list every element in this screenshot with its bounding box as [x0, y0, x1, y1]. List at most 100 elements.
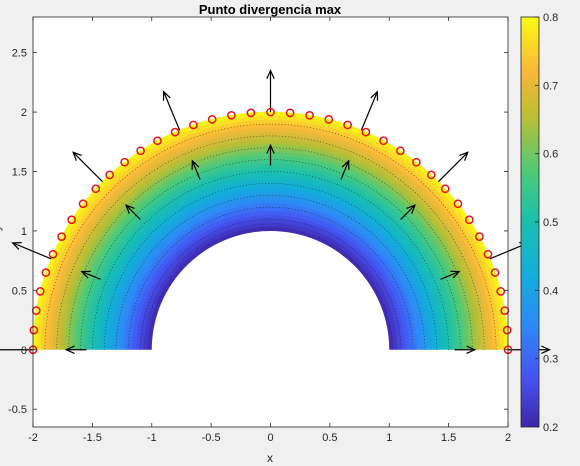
boundary-marker — [475, 232, 484, 241]
vector-arrowhead — [80, 270, 91, 279]
y-axis: -0.5 0 0.5 1 1.5 2 2.5 — [8, 48, 508, 416]
boundary-marker — [483, 249, 493, 259]
vector-arrowhead — [162, 90, 171, 101]
boundary-marker — [91, 184, 101, 194]
vector-arrowhead — [266, 69, 275, 79]
boundary-marker — [57, 232, 66, 241]
boundary-marker — [246, 108, 256, 118]
y-tick-label: 2.5 — [12, 48, 27, 60]
boundary-marker — [379, 136, 388, 146]
x-tick-label: -1.5 — [83, 432, 102, 444]
x-axis-label: x — [267, 451, 273, 465]
colorbar-tick-label: 0.2 — [543, 422, 558, 434]
vector-arrowhead — [459, 151, 469, 161]
y-tick-label: 1 — [21, 226, 27, 238]
x-tick-label: 0.5 — [322, 432, 337, 444]
boundary-marker — [207, 114, 217, 124]
boundary-marker — [153, 136, 162, 146]
chart-title: Punto divergencia max — [199, 2, 342, 17]
x-tick-label: -2 — [28, 432, 38, 444]
vector-arrowhead — [406, 204, 416, 214]
boundary-marker — [78, 199, 88, 209]
colorbar-tick-label: 0.5 — [543, 217, 558, 229]
vector-arrow — [360, 91, 378, 131]
vector-field — [0, 69, 552, 354]
vector-arrowhead — [72, 151, 82, 161]
boundary-marker — [227, 110, 236, 120]
vector-arrow — [438, 151, 469, 183]
vector-arrow — [340, 160, 350, 180]
contour-line — [115, 195, 426, 350]
boundary-marker — [35, 287, 45, 296]
x-tick-label: 1 — [386, 432, 392, 444]
vector-arrow — [72, 151, 103, 183]
x-tick-label: 0 — [267, 432, 273, 444]
boundary-marker — [324, 114, 334, 124]
boundary-marker — [136, 146, 145, 156]
boundary-markers — [28, 107, 513, 355]
colorbar-tick-label: 0.6 — [543, 149, 558, 161]
boundary-marker — [496, 287, 506, 296]
boundary-marker — [440, 184, 450, 194]
y-axis-label: y — [0, 225, 3, 231]
x-tick-label: 1.5 — [441, 432, 456, 444]
contour-line — [139, 218, 402, 350]
boundary-marker — [396, 146, 405, 156]
vector-arrow — [81, 270, 101, 280]
boundary-marker — [67, 215, 77, 225]
colorbar-tick-label: 0.8 — [543, 12, 558, 24]
y-tick-label: 0.5 — [12, 285, 27, 297]
y-tick-label: 0 — [21, 345, 27, 357]
vector-arrowhead — [370, 90, 379, 101]
boundary-marker — [427, 170, 436, 180]
vector-arrowhead — [64, 345, 75, 354]
vector-arrowhead — [11, 242, 22, 250]
vector-arrowhead — [125, 204, 135, 214]
x-tick-label: -1 — [147, 432, 157, 444]
vector-arrow — [191, 160, 201, 180]
boundary-marker — [285, 108, 295, 118]
y-tick-label: 1.5 — [12, 166, 27, 178]
boundary-marker — [48, 249, 58, 259]
boundary-marker — [343, 120, 352, 130]
boundary-marker — [490, 268, 500, 277]
colorbar-tick-label: 0.7 — [543, 80, 558, 92]
x-tick-label: -0.5 — [202, 432, 221, 444]
vector-arrow — [12, 242, 52, 260]
x-tick-label: 2 — [505, 432, 511, 444]
boundary-marker — [412, 157, 421, 167]
vector-arrowhead — [266, 143, 275, 154]
contour-line — [56, 135, 485, 350]
boundary-marker — [266, 107, 275, 117]
boundary-marker — [120, 157, 129, 167]
vector-arrow — [125, 204, 141, 220]
vector-arrowhead — [466, 345, 477, 354]
contour-line — [103, 183, 438, 350]
vector-arrowhead — [541, 345, 552, 354]
vector-arrowhead — [450, 270, 461, 279]
y-tick-label: 2 — [21, 107, 27, 119]
boundary-marker — [453, 199, 463, 209]
contour-line — [44, 123, 497, 350]
colorbar-tick-label: 0.4 — [543, 285, 558, 297]
vector-arrowhead — [191, 159, 200, 170]
colorbar-ticks: 0.2 0.3 0.4 0.5 0.6 0.7 0.8 — [535, 12, 558, 434]
colorbar-tick-label: 0.3 — [543, 354, 558, 366]
boundary-marker — [189, 120, 198, 130]
boundary-marker — [361, 127, 371, 137]
contour-line — [127, 206, 414, 350]
boundary-marker — [105, 170, 114, 180]
boundary-marker — [170, 127, 180, 137]
vector-arrow — [400, 204, 416, 220]
boundary-marker — [502, 325, 512, 335]
y-tick-label: -0.5 — [8, 404, 27, 416]
boundary-marker — [29, 325, 39, 335]
x-axis: -2 -1.5 -1 -0.5 0 0.5 1 1.5 2 — [28, 17, 511, 444]
vector-arrowhead — [341, 159, 350, 170]
boundary-marker — [464, 215, 474, 225]
boundary-marker — [305, 110, 314, 120]
vector-arrow — [163, 91, 181, 131]
boundary-marker — [41, 268, 51, 277]
vector-arrow — [440, 270, 460, 280]
